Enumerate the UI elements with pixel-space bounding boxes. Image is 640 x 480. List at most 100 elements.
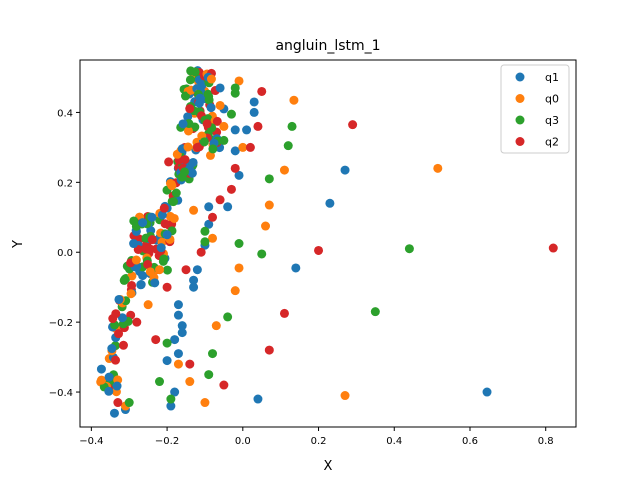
x-tick-label: −0.4 bbox=[79, 436, 103, 447]
point-q1 bbox=[242, 125, 252, 135]
dense-band-point bbox=[136, 280, 146, 290]
point-q1 bbox=[189, 282, 199, 292]
dense-band-point bbox=[206, 103, 216, 113]
point-q0 bbox=[173, 359, 183, 369]
point-q0 bbox=[211, 321, 221, 331]
legend-marker-q0 bbox=[515, 94, 525, 103]
point-q0 bbox=[238, 142, 248, 152]
legend-label-q0: q0 bbox=[545, 93, 559, 106]
dense-band-point bbox=[168, 197, 178, 207]
dense-band-point bbox=[202, 119, 212, 129]
legend-label-q1: q1 bbox=[545, 71, 559, 84]
point-q3 bbox=[264, 174, 274, 184]
point-q2 bbox=[181, 265, 191, 275]
point-q1 bbox=[204, 219, 214, 229]
dense-band-point bbox=[127, 271, 137, 281]
x-tick-label: 0.0 bbox=[235, 436, 251, 447]
point-q1 bbox=[170, 335, 180, 345]
point-q2 bbox=[132, 317, 142, 327]
y-tick-label: 0.2 bbox=[57, 178, 73, 189]
dense-band-point bbox=[208, 144, 218, 154]
dense-band-point bbox=[104, 386, 114, 396]
point-q1 bbox=[177, 328, 187, 338]
dense-band-point bbox=[145, 244, 155, 254]
point-q2 bbox=[314, 245, 324, 255]
point-q0 bbox=[155, 265, 165, 275]
dense-band-point bbox=[190, 67, 200, 77]
point-q1 bbox=[170, 387, 180, 397]
point-q1 bbox=[234, 170, 244, 180]
point-q3 bbox=[166, 394, 176, 404]
point-q2 bbox=[226, 184, 236, 194]
y-tick-label: −0.4 bbox=[49, 388, 73, 399]
point-q0 bbox=[219, 121, 229, 131]
point-q0 bbox=[289, 95, 299, 105]
point-q2 bbox=[215, 195, 225, 205]
dense-band-point bbox=[187, 168, 197, 178]
legend-box bbox=[500, 64, 570, 154]
point-q1 bbox=[147, 212, 157, 222]
point-q3 bbox=[257, 249, 267, 259]
x-axis-label: X bbox=[324, 459, 333, 474]
point-q3 bbox=[162, 338, 172, 348]
dense-band-point bbox=[183, 112, 193, 122]
y-tick-label: 0.4 bbox=[57, 108, 73, 119]
point-q1 bbox=[162, 230, 172, 240]
y-axis: −0.4 −0.2 0.0 0.2 0.4 bbox=[49, 108, 80, 399]
dense-band-point bbox=[157, 210, 167, 220]
y-tick-label: 0.0 bbox=[57, 248, 73, 259]
dense-band-point bbox=[183, 142, 193, 152]
point-q2 bbox=[185, 359, 195, 369]
dense-band-point bbox=[183, 126, 193, 136]
point-q3 bbox=[370, 307, 380, 317]
point-q0 bbox=[208, 233, 218, 243]
point-q3 bbox=[223, 312, 233, 322]
dense-band-point bbox=[160, 219, 170, 229]
dense-band-point bbox=[120, 274, 130, 284]
point-q1 bbox=[291, 263, 301, 273]
point-q0 bbox=[340, 391, 350, 401]
chart-title: angluin_lstm_1 bbox=[275, 38, 380, 54]
x-tick-label: 0.4 bbox=[386, 436, 402, 447]
point-q3 bbox=[204, 370, 214, 380]
dense-band-point bbox=[97, 375, 107, 385]
dense-band-point bbox=[159, 203, 169, 213]
y-axis-label: Y bbox=[11, 240, 26, 249]
point-q2 bbox=[548, 243, 558, 253]
point-q3 bbox=[226, 109, 236, 119]
legend-label-q3: q3 bbox=[545, 114, 559, 127]
dense-band-point bbox=[199, 137, 209, 147]
x-tick-label: 0.8 bbox=[538, 436, 554, 447]
point-q3 bbox=[287, 121, 297, 131]
dense-band-point bbox=[107, 344, 117, 354]
dense-band-point bbox=[169, 213, 179, 223]
legend-marker-q3 bbox=[515, 115, 525, 125]
point-q0 bbox=[230, 286, 240, 296]
point-q2 bbox=[162, 282, 172, 292]
legend-marker-q1 bbox=[515, 72, 525, 82]
point-q3 bbox=[208, 349, 218, 359]
point-q1 bbox=[166, 401, 176, 411]
point-q3 bbox=[200, 237, 210, 247]
point-q0 bbox=[143, 300, 153, 310]
point-q2 bbox=[219, 380, 229, 390]
dense-band-point bbox=[111, 309, 121, 319]
dense-band-point bbox=[114, 294, 124, 304]
point-q1 bbox=[173, 349, 183, 359]
point-q2 bbox=[192, 142, 202, 152]
dense-band-point bbox=[111, 355, 121, 365]
point-q3 bbox=[124, 398, 134, 408]
dense-band-point bbox=[117, 313, 127, 323]
point-q3 bbox=[219, 135, 229, 145]
dense-band-point bbox=[162, 265, 172, 275]
dense-band-point bbox=[185, 104, 195, 114]
dense-band-point bbox=[164, 157, 174, 167]
legend-marker-q2 bbox=[515, 137, 525, 146]
point-q1 bbox=[325, 198, 335, 208]
point-q3 bbox=[283, 141, 293, 151]
dense-band-point bbox=[195, 93, 205, 103]
point-q1 bbox=[189, 275, 199, 285]
point-q1 bbox=[215, 83, 225, 93]
x-tick-label: −0.2 bbox=[155, 436, 179, 447]
dense-band-point bbox=[156, 243, 166, 253]
